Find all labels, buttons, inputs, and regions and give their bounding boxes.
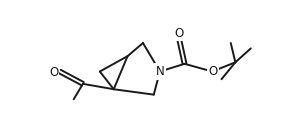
Text: O: O	[209, 65, 218, 78]
Text: O: O	[175, 27, 184, 40]
Text: O: O	[49, 66, 58, 79]
Text: N: N	[156, 65, 164, 78]
